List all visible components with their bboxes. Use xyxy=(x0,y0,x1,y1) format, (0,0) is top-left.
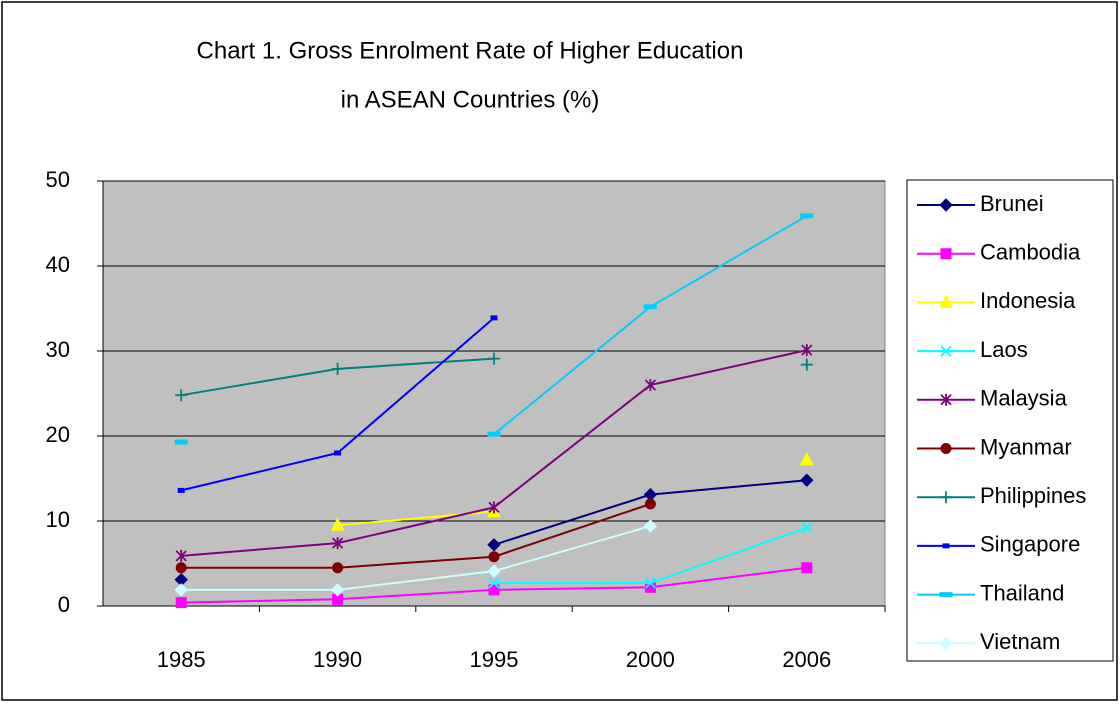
marker xyxy=(939,198,953,212)
x-tick-label: 1995 xyxy=(470,647,519,672)
marker xyxy=(800,473,814,487)
marker xyxy=(487,564,501,578)
marker xyxy=(174,583,188,597)
marker xyxy=(490,315,498,321)
legend-label: Myanmar xyxy=(980,434,1072,459)
chart-title: Chart 1. Gross Enrolment Rate of Higher … xyxy=(197,37,744,64)
marker xyxy=(940,443,952,454)
marker xyxy=(940,491,952,504)
legend-label: Malaysia xyxy=(980,386,1068,411)
marker xyxy=(940,248,952,260)
marker xyxy=(487,431,501,437)
legend-label: Laos xyxy=(980,337,1028,362)
marker xyxy=(488,551,500,563)
y-tick-label: 30 xyxy=(46,337,70,362)
marker xyxy=(939,636,953,651)
legend-label: Brunei xyxy=(980,191,1044,216)
x-tick-label: 1985 xyxy=(157,647,206,672)
marker xyxy=(334,450,342,456)
plot-area xyxy=(102,180,886,607)
marker xyxy=(942,543,950,549)
marker xyxy=(488,577,500,589)
marker xyxy=(939,592,953,598)
chart-title: in ASEAN Countries (%) xyxy=(341,86,600,113)
series-line xyxy=(181,503,651,569)
marker xyxy=(332,562,344,574)
legend-label: Thailand xyxy=(980,580,1064,605)
y-tick-label: 10 xyxy=(46,507,70,532)
x-tick-label: 1990 xyxy=(313,647,362,672)
marker xyxy=(643,519,658,533)
marker xyxy=(800,358,813,371)
marker xyxy=(643,304,657,310)
marker xyxy=(177,487,185,493)
legend-label: Vietnam xyxy=(980,629,1060,654)
x-tick-label: 2000 xyxy=(626,647,675,672)
marker xyxy=(331,362,344,375)
marker xyxy=(940,345,952,357)
marker xyxy=(644,498,656,510)
legend-label: Singapore xyxy=(980,532,1080,557)
marker xyxy=(488,501,500,514)
marker xyxy=(801,562,813,574)
y-tick-label: 20 xyxy=(46,422,70,447)
marker xyxy=(330,583,345,597)
marker xyxy=(175,549,187,562)
marker xyxy=(799,451,814,466)
y-tick-label: 50 xyxy=(46,167,70,192)
marker xyxy=(940,393,952,406)
legend-box xyxy=(906,179,1114,662)
marker xyxy=(801,344,813,357)
marker xyxy=(487,538,501,552)
series-line xyxy=(181,525,651,591)
marker xyxy=(330,517,345,531)
y-tick-label: 40 xyxy=(46,252,70,277)
marker xyxy=(644,379,657,391)
marker xyxy=(801,522,813,534)
marker xyxy=(174,439,188,445)
legend-label: Philippines xyxy=(980,483,1086,508)
marker xyxy=(939,294,953,308)
legend-label: Indonesia xyxy=(980,288,1076,313)
marker xyxy=(800,213,814,219)
x-tick-label: 2006 xyxy=(782,647,831,672)
marker xyxy=(488,352,500,365)
marker xyxy=(175,389,188,402)
marker xyxy=(644,577,657,589)
legend-label: Cambodia xyxy=(980,240,1081,265)
marker xyxy=(175,562,187,574)
y-tick-label: 0 xyxy=(58,592,70,617)
marker xyxy=(175,597,187,609)
marker xyxy=(331,537,344,550)
